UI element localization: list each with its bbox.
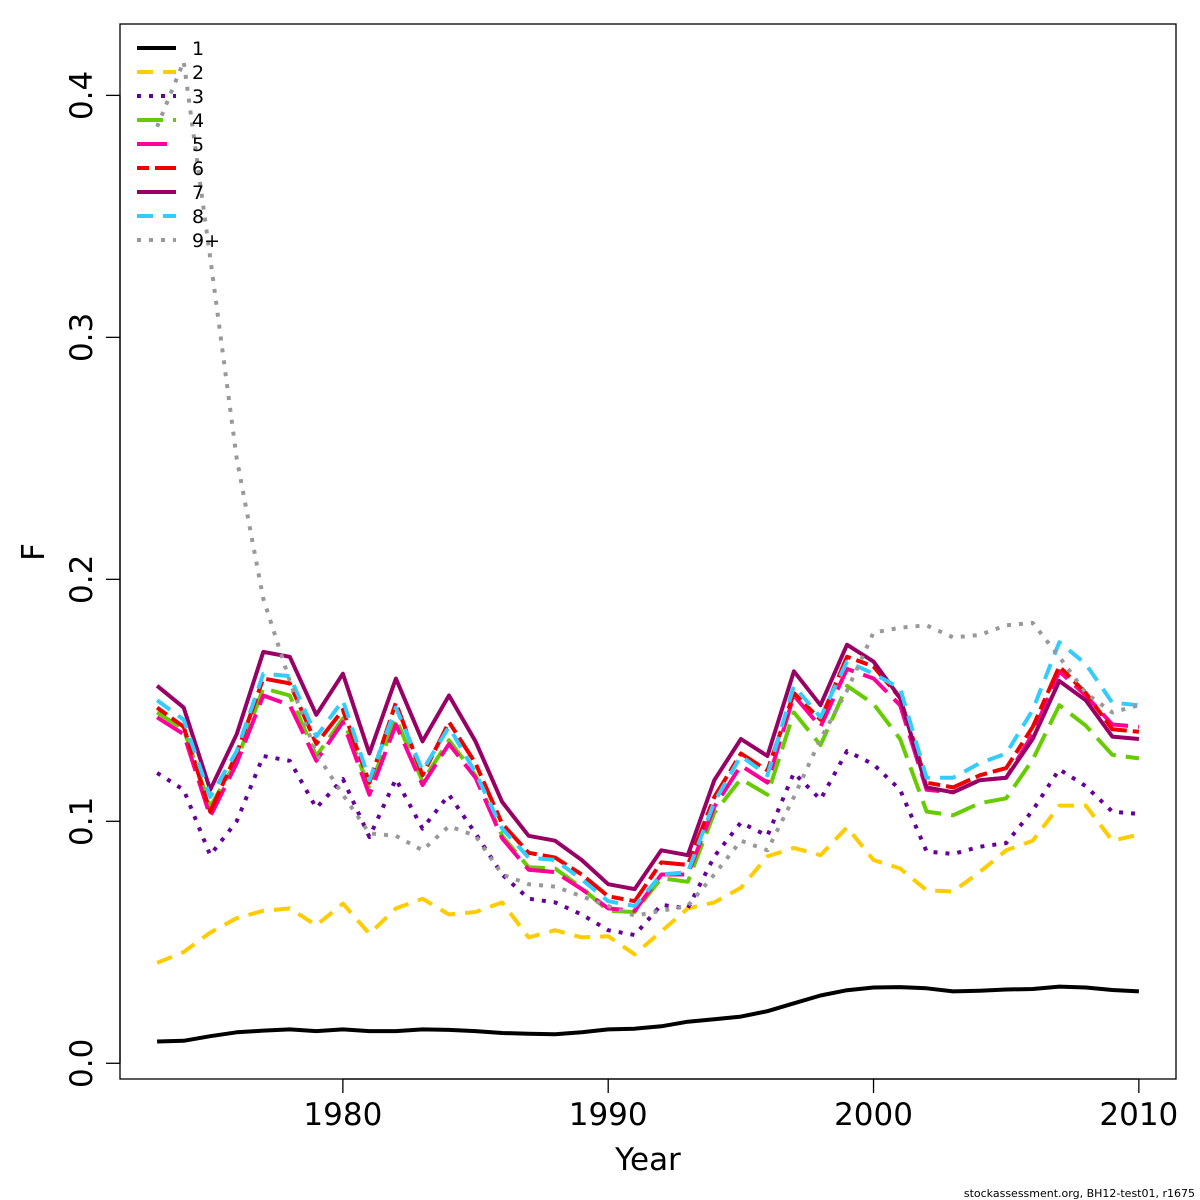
- legend-label-9: 9+: [192, 230, 220, 252]
- plot-frame: [119, 23, 1177, 1080]
- series-line-8: [155, 640, 1140, 908]
- x-axis-title: Year: [614, 1142, 681, 1178]
- x-tick-label: 1980: [303, 1097, 382, 1133]
- y-axis-title: F: [16, 543, 52, 561]
- legend-label-5: 5: [192, 134, 204, 156]
- y-tick-label: 0.1: [64, 797, 100, 846]
- x-tick-label: 2010: [1099, 1097, 1178, 1133]
- y-tick-label: 0.0: [64, 1039, 100, 1088]
- legend-label-3: 3: [192, 86, 204, 108]
- series-line-9: [155, 59, 1140, 918]
- series-line-2: [156, 803, 1140, 965]
- y-tick-label: 0.3: [64, 313, 100, 362]
- legend-label-2: 2: [192, 62, 204, 84]
- legend-label-4: 4: [192, 110, 204, 132]
- legend-label-8: 8: [192, 206, 204, 228]
- series-line-7: [155, 642, 1140, 892]
- legend-label-7: 7: [192, 182, 204, 204]
- x-tick-label: 2000: [834, 1097, 913, 1133]
- legend-label-6: 6: [192, 158, 204, 180]
- series-line-1: [157, 984, 1140, 1044]
- series-line-3: [156, 749, 1140, 937]
- series-layer: [155, 59, 1140, 1044]
- series-line-5: [156, 666, 1140, 913]
- x-axis: 1980 1990 2000 2010: [303, 1078, 1178, 1133]
- y-tick-label: 0.4: [64, 71, 100, 120]
- legend-label-1: 1: [192, 38, 204, 60]
- y-tick-label: 0.2: [64, 555, 100, 604]
- credit-text: stockassessment.org, BH12-test01, r1675: [964, 1187, 1195, 1200]
- y-axis: 0.0 0.1 0.2 0.3 0.4: [64, 71, 121, 1088]
- x-tick-label: 1990: [569, 1097, 648, 1133]
